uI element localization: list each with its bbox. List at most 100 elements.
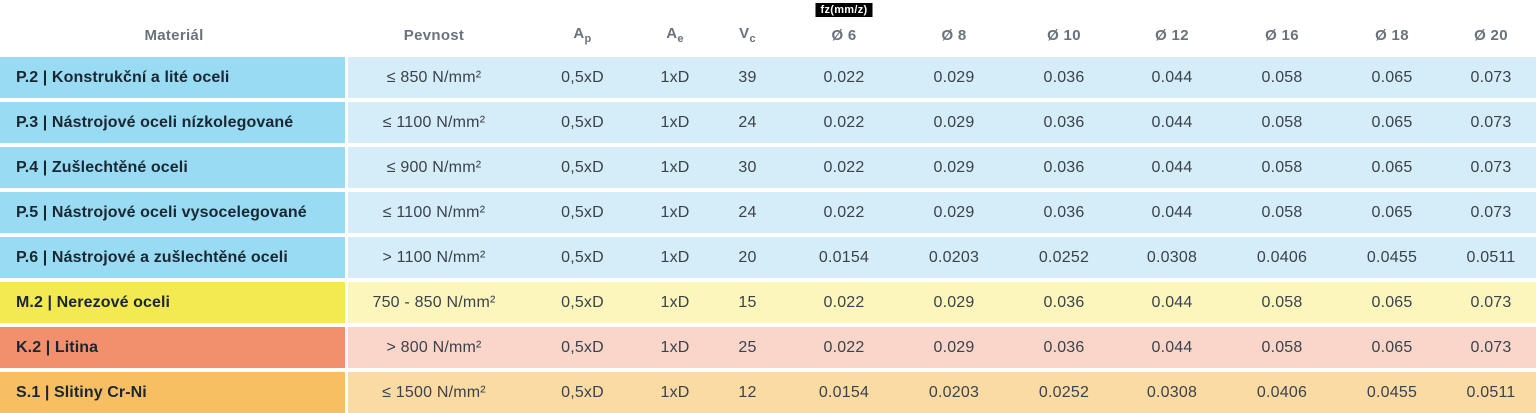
vc-cell: 25: [705, 327, 790, 372]
fz-cell-d12: 0.0308: [1118, 372, 1226, 413]
fz-cell-d10: 0.036: [1010, 282, 1118, 327]
fz-cell-d8: 0.029: [898, 102, 1010, 147]
ae-cell: 1xD: [645, 282, 705, 327]
fz-cell-d18: 0.065: [1338, 102, 1446, 147]
ap-cell: 0,5xD: [520, 57, 645, 102]
fz-cell-d10: 0.036: [1010, 327, 1118, 372]
strength-cell: ≤ 1100 N/mm²: [348, 192, 520, 237]
fz-cell-d6: 0.022: [790, 147, 898, 192]
ap-cell: 0,5xD: [520, 327, 645, 372]
fz-cell-d6: 0.022: [790, 102, 898, 147]
material-cell: P.4 | Zušlechtěné oceli: [0, 147, 348, 192]
ae-cell: 1xD: [645, 147, 705, 192]
fz-cell-d18: 0.065: [1338, 192, 1446, 237]
ap-header-label: A: [573, 25, 585, 42]
ap-header-subscript: p: [584, 33, 592, 45]
ae-header-subscript: e: [677, 33, 684, 45]
material-cell: P.5 | Nástrojové oceli vysocelegované: [0, 192, 348, 237]
fz-cell-d18: 0.0455: [1338, 372, 1446, 413]
fz-cell-d18: 0.0455: [1338, 237, 1446, 282]
fz-cell-d12: 0.0308: [1118, 237, 1226, 282]
diameter-16-label: Ø 16: [1265, 26, 1299, 44]
diameter-10-label: Ø 10: [1047, 26, 1081, 44]
material-cell: K.2 | Litina: [0, 327, 348, 372]
vc-cell: 24: [705, 102, 790, 147]
strength-cell: > 1100 N/mm²: [348, 237, 520, 282]
fz-cell-d12: 0.044: [1118, 102, 1226, 147]
col-header-diameter-10: Ø 10: [1010, 0, 1118, 57]
fz-cell-d20: 0.073: [1446, 147, 1536, 192]
fz-cell-d10: 0.036: [1010, 147, 1118, 192]
material-cell: S.1 | Slitiny Cr-Ni: [0, 372, 348, 413]
fz-cell-d20: 0.0511: [1446, 372, 1536, 413]
col-header-vc: Vc: [705, 0, 790, 57]
col-header-ap: Ap: [520, 0, 645, 57]
fz-cell-d6: 0.022: [790, 57, 898, 102]
material-cell: P.6 | Nástrojové a zušlechtěné oceli: [0, 237, 348, 282]
ae-cell: 1xD: [645, 237, 705, 282]
fz-cell-d12: 0.044: [1118, 327, 1226, 372]
fz-cell-d12: 0.044: [1118, 147, 1226, 192]
strength-cell: ≤ 850 N/mm²: [348, 57, 520, 102]
ap-cell: 0,5xD: [520, 192, 645, 237]
fz-cell-d18: 0.065: [1338, 57, 1446, 102]
col-header-ae: Ae: [645, 0, 705, 57]
fz-cell-d10: 0.0252: [1010, 372, 1118, 413]
ae-cell: 1xD: [645, 327, 705, 372]
ap-cell: 0,5xD: [520, 372, 645, 413]
vc-cell: 15: [705, 282, 790, 327]
diameter-20-label: Ø 20: [1474, 26, 1508, 44]
fz-cell-d20: 0.073: [1446, 282, 1536, 327]
table-row: P.5 | Nástrojové oceli vysocelegované ≤ …: [0, 192, 1536, 237]
diameter-8-label: Ø 8: [941, 26, 967, 44]
fz-cell-d20: 0.073: [1446, 192, 1536, 237]
fz-cell-d12: 0.044: [1118, 282, 1226, 327]
diameter-12-label: Ø 12: [1155, 26, 1189, 44]
fz-cell-d10: 0.036: [1010, 57, 1118, 102]
fz-cell-d6: 0.022: [790, 282, 898, 327]
fz-cell-d8: 0.0203: [898, 237, 1010, 282]
strength-cell: ≤ 1100 N/mm²: [348, 102, 520, 147]
ae-cell: 1xD: [645, 57, 705, 102]
fz-cell-d12: 0.044: [1118, 192, 1226, 237]
ap-cell: 0,5xD: [520, 102, 645, 147]
vc-header-subscript: c: [749, 33, 756, 45]
strength-cell: ≤ 1500 N/mm²: [348, 372, 520, 413]
pevnost-header-label: Pevnost: [403, 26, 465, 44]
table-row: M.2 | Nerezové oceli 750 - 850 N/mm² 0,5…: [0, 282, 1536, 327]
vc-cell: 20: [705, 237, 790, 282]
fz-cell-d12: 0.044: [1118, 57, 1226, 102]
fz-cell-d8: 0.0203: [898, 372, 1010, 413]
ap-cell: 0,5xD: [520, 237, 645, 282]
fz-cell-d18: 0.065: [1338, 282, 1446, 327]
material-cell: P.3 | Nástrojové oceli nízkolegované: [0, 102, 348, 147]
col-header-diameter-18: Ø 18: [1338, 0, 1446, 57]
fz-cell-d8: 0.029: [898, 57, 1010, 102]
table-row: P.4 | Zušlechtěné oceli ≤ 900 N/mm² 0,5x…: [0, 147, 1536, 192]
fz-cell-d16: 0.058: [1226, 192, 1338, 237]
material-cell: P.2 | Konstrukční a lité oceli: [0, 57, 348, 102]
fz-cell-d8: 0.029: [898, 282, 1010, 327]
col-header-diameter-20: Ø 20: [1446, 0, 1536, 57]
fz-cell-d20: 0.0511: [1446, 237, 1536, 282]
fz-cell-d16: 0.058: [1226, 102, 1338, 147]
fz-cell-d20: 0.073: [1446, 57, 1536, 102]
fz-cell-d6: 0.022: [790, 327, 898, 372]
strength-cell: ≤ 900 N/mm²: [348, 147, 520, 192]
table-row: P.3 | Nástrojové oceli nízkolegované ≤ 1…: [0, 102, 1536, 147]
table-body: P.2 | Konstrukční a lité oceli ≤ 850 N/m…: [0, 57, 1536, 413]
col-header-diameter-8: Ø 8: [898, 0, 1010, 57]
col-header-diameter-6: fz(mm/z) Ø 6: [790, 0, 898, 57]
table-row: S.1 | Slitiny Cr-Ni ≤ 1500 N/mm² 0,5xD 1…: [0, 372, 1536, 413]
fz-cell-d6: 0.0154: [790, 372, 898, 413]
diameter-6-label: Ø 6: [831, 26, 857, 44]
col-header-diameter-16: Ø 16: [1226, 0, 1338, 57]
ap-cell: 0,5xD: [520, 282, 645, 327]
material-header-label: Materiál: [144, 26, 204, 44]
fz-cell-d16: 0.0406: [1226, 237, 1338, 282]
diameter-18-label: Ø 18: [1375, 26, 1409, 44]
ae-cell: 1xD: [645, 372, 705, 413]
fz-cell-d16: 0.058: [1226, 147, 1338, 192]
strength-cell: > 800 N/mm²: [348, 327, 520, 372]
